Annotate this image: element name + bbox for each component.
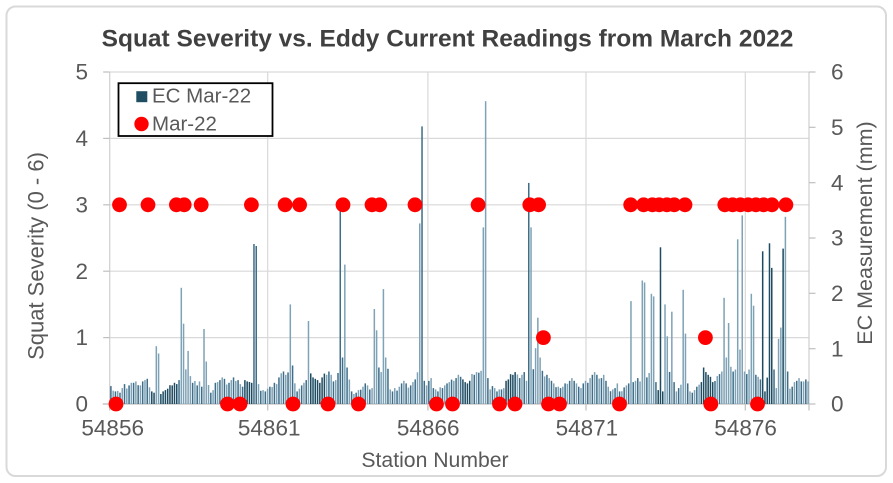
svg-text:54866: 54866: [397, 416, 460, 441]
svg-text:0: 0: [75, 392, 88, 417]
svg-text:1: 1: [831, 336, 844, 361]
svg-text:54856: 54856: [81, 416, 144, 441]
svg-text:54876: 54876: [714, 416, 777, 441]
svg-text:4: 4: [831, 170, 844, 195]
svg-text:Squat Severity vs. Eddy Curren: Squat Severity vs. Eddy Current Readings…: [102, 26, 794, 53]
svg-text:0: 0: [831, 392, 844, 417]
svg-text:5: 5: [831, 115, 844, 140]
svg-text:Squat Severity (0 - 6): Squat Severity (0 - 6): [23, 152, 48, 360]
svg-text:Mar-22: Mar-22: [152, 113, 217, 136]
svg-text:EC Mar-22: EC Mar-22: [152, 85, 251, 108]
svg-text:3: 3: [75, 192, 88, 217]
svg-text:EC Measurement (mm): EC Measurement (mm): [853, 121, 877, 344]
svg-text:5: 5: [75, 60, 88, 85]
svg-text:Station Number: Station Number: [361, 449, 508, 472]
svg-text:2: 2: [75, 259, 88, 284]
svg-text:54871: 54871: [556, 416, 619, 441]
svg-text:3: 3: [831, 226, 844, 251]
svg-text:4: 4: [75, 126, 88, 151]
svg-text:6: 6: [831, 60, 844, 85]
svg-text:54861: 54861: [238, 416, 301, 441]
svg-text:2: 2: [831, 281, 844, 306]
svg-text:1: 1: [75, 325, 88, 350]
